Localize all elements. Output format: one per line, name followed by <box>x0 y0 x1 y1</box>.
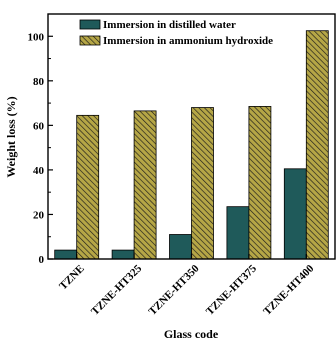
bar-water-tzne-ht375 <box>226 206 250 260</box>
legend: Immersion in distilled water Immersion i… <box>79 19 273 47</box>
bar-ammonium-tzne-ht350 <box>191 107 214 260</box>
bar-water-tzne <box>54 249 78 260</box>
y-tick-label: 20 <box>33 209 45 221</box>
y-tick-label: 100 <box>28 31 45 43</box>
bar-water-tzne-ht400 <box>283 168 307 260</box>
y-tick-label: 80 <box>33 76 45 88</box>
y-axis-label: Weight loss (%) <box>4 96 18 177</box>
x-axis: TZNE TZNE-HT325 TZNE-HT350 TZNE-HT375 TZNE-H… <box>57 254 317 318</box>
bar-water-tzne-ht325 <box>111 249 135 260</box>
x-axis-label: Glass code <box>164 327 219 341</box>
legend-swatch-water <box>79 19 101 30</box>
legend-label-ammonium: Immersion in ammonium hydroxide <box>103 35 273 47</box>
y-tick-label: 60 <box>33 120 45 132</box>
x-tick-label: TZNE <box>57 263 87 293</box>
y-tick-label: 40 <box>33 165 45 177</box>
bar-ammonium-tzne <box>76 114 100 260</box>
bar-ammonium-tzne-ht325 <box>133 110 157 260</box>
x-tick-label: TZNE-HT400 <box>261 262 317 318</box>
x-tick-label: TZNE-HT325 <box>89 262 145 318</box>
legend-swatch-ammonium <box>79 35 101 46</box>
legend-label-water: Immersion in distilled water <box>103 19 236 31</box>
x-tick-label: TZNE-HT350 <box>146 262 202 318</box>
y-tick-label: 0 <box>39 254 45 266</box>
bars-group <box>54 30 329 260</box>
y-axis: 0 20 40 60 80 100 <box>28 31 53 266</box>
bar-water-tzne-ht350 <box>169 234 192 260</box>
bar-ammonium-tzne-ht375 <box>248 106 272 260</box>
x-tick-label: TZNE-HT375 <box>204 262 260 318</box>
bar-ammonium-tzne-ht400 <box>305 30 329 260</box>
